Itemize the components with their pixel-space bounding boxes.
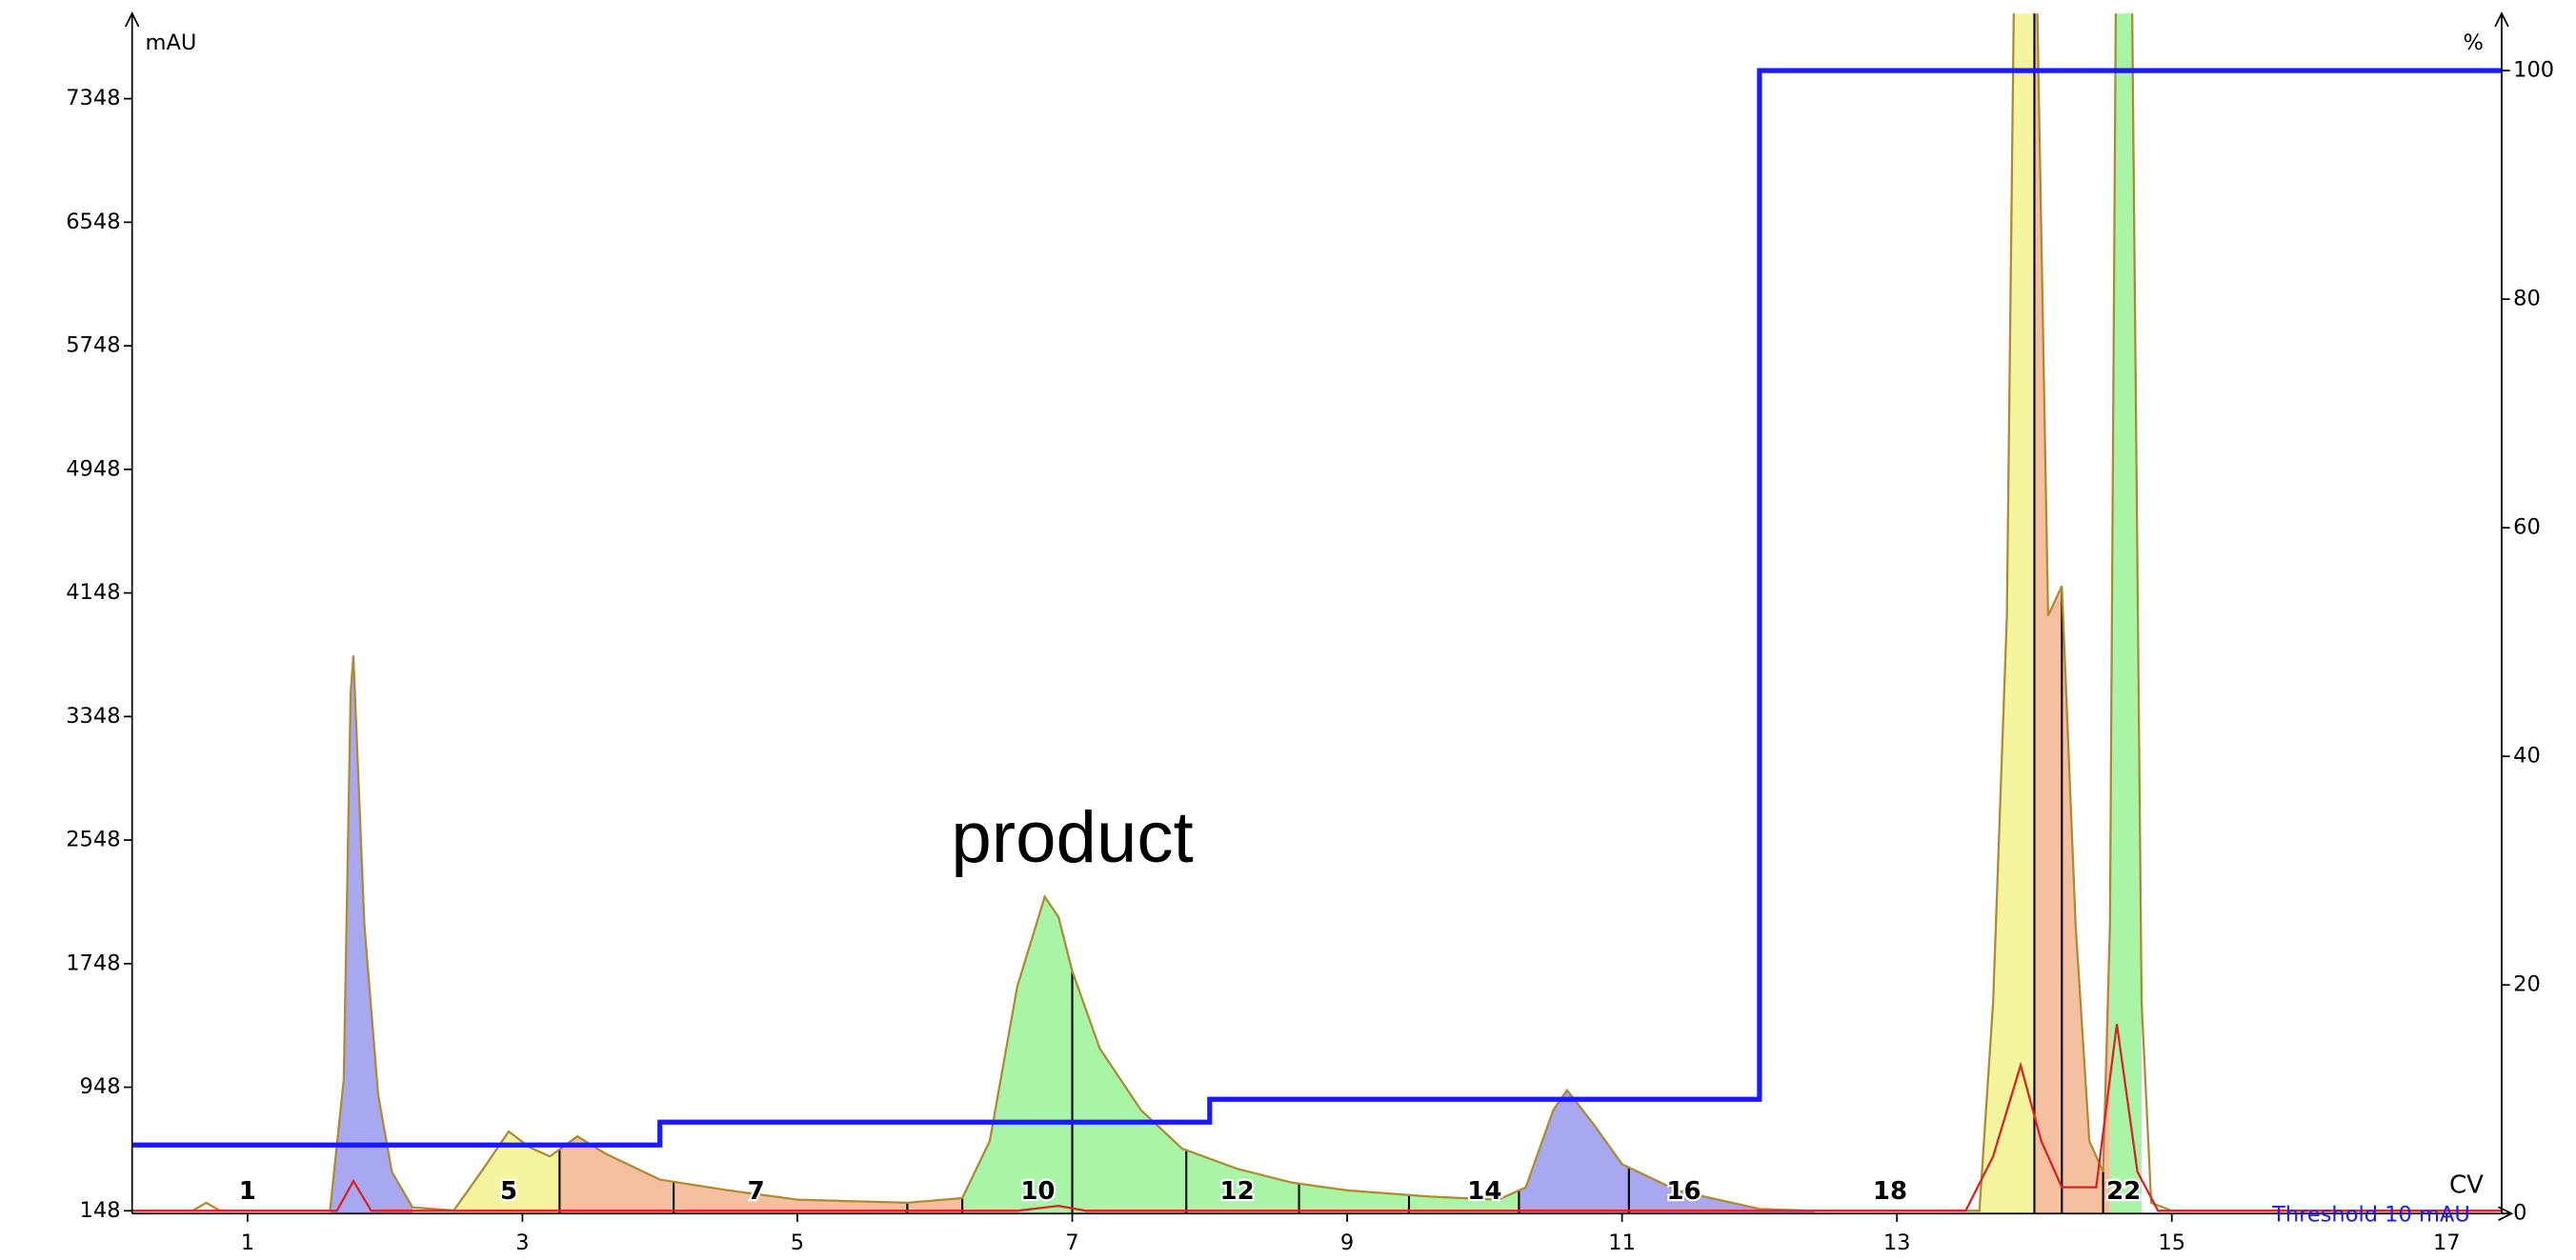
y2-axis: [2494, 11, 2509, 1214]
fraction-label: 22: [2106, 1177, 2141, 1206]
x-tick-label: 13: [1883, 1230, 1911, 1255]
annotation: product: [951, 797, 1193, 878]
fraction-label: 18: [1873, 1177, 1907, 1206]
y-tick-label: 3348: [66, 704, 120, 729]
y2-tick-label: 40: [2513, 744, 2541, 769]
fraction-label: 7: [748, 1177, 765, 1206]
y-tick-label: 148: [80, 1198, 121, 1223]
series-line: [131, 13, 2502, 1212]
x-tick-label: 11: [1608, 1230, 1636, 1255]
fraction-label: 14: [1467, 1177, 1501, 1206]
fraction-label: 16: [1666, 1177, 1701, 1206]
y-axis: [124, 11, 140, 1214]
y2-tick-label: 100: [2513, 58, 2554, 83]
x-tick-label: 5: [791, 1230, 804, 1255]
traces: [131, 13, 2502, 1214]
pool-fill: [559, 13, 963, 1214]
pool-fill: [1519, 13, 1815, 1214]
y-tick-label: 2548: [66, 828, 120, 852]
series-line: [131, 68, 2502, 1148]
y2-axis-label: %: [2464, 30, 2484, 55]
x-tick-label: 9: [1340, 1230, 1354, 1255]
x-tick-label: 7: [1065, 1230, 1078, 1255]
threshold-text: Threshold 10 mAU: [2271, 1202, 2470, 1227]
axes: 148 948 1748 2548 3348 4148 4948 5748 6548 7348 0 2…: [66, 11, 2554, 1255]
y-tick-label: 7348: [66, 86, 120, 110]
x-tick-label: 15: [2158, 1230, 2185, 1255]
pool-fill: [330, 13, 413, 1214]
pool-fill: [1965, 13, 2035, 1214]
x-axis: [131, 1206, 2514, 1221]
y-tick-label: 5748: [66, 333, 120, 358]
fraction-label: 1: [239, 1177, 256, 1206]
fraction-label: 5: [500, 1177, 517, 1206]
y2-tick-label: 0: [2513, 1201, 2526, 1226]
y-tick-label: 1748: [66, 950, 120, 975]
y-tick-label: 4948: [66, 456, 120, 481]
fraction-label: 10: [1020, 1177, 1055, 1206]
fraction-label: 12: [1220, 1177, 1255, 1206]
pool-fill: [962, 13, 1519, 1214]
x-tick-label: 1: [241, 1230, 254, 1255]
series-line: [131, 1024, 2502, 1212]
y2-tick-label: 80: [2513, 287, 2541, 311]
y2-tick-label: 20: [2513, 972, 2541, 997]
pool-fill: [2034, 13, 2110, 1214]
y-axis-label: mAU: [146, 30, 197, 55]
pool-fills: [330, 13, 2142, 1214]
pool-fill: [453, 13, 560, 1214]
y-tick-label: 6548: [66, 210, 120, 234]
y-tick-label: 948: [80, 1074, 121, 1099]
pool-group: [330, 13, 2142, 1214]
y-tick-label: 4148: [66, 580, 120, 605]
x-tick-label: 17: [2433, 1230, 2461, 1255]
y2-tick-label: 60: [2513, 515, 2541, 540]
x-tick-label: 3: [515, 1230, 529, 1255]
x-axis-label: CV: [2449, 1170, 2484, 1199]
